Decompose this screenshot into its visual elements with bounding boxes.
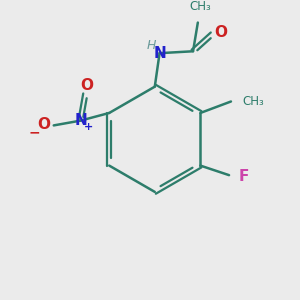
Text: O: O <box>214 25 227 40</box>
Text: O: O <box>38 117 51 132</box>
Text: CH₃: CH₃ <box>242 95 264 108</box>
Text: N: N <box>153 46 166 61</box>
Text: H: H <box>146 39 156 52</box>
Text: −: − <box>29 125 40 139</box>
Text: F: F <box>238 169 249 184</box>
Text: +: + <box>83 122 93 132</box>
Text: N: N <box>74 113 87 128</box>
Text: CH₃: CH₃ <box>190 0 212 13</box>
Text: O: O <box>80 78 93 93</box>
